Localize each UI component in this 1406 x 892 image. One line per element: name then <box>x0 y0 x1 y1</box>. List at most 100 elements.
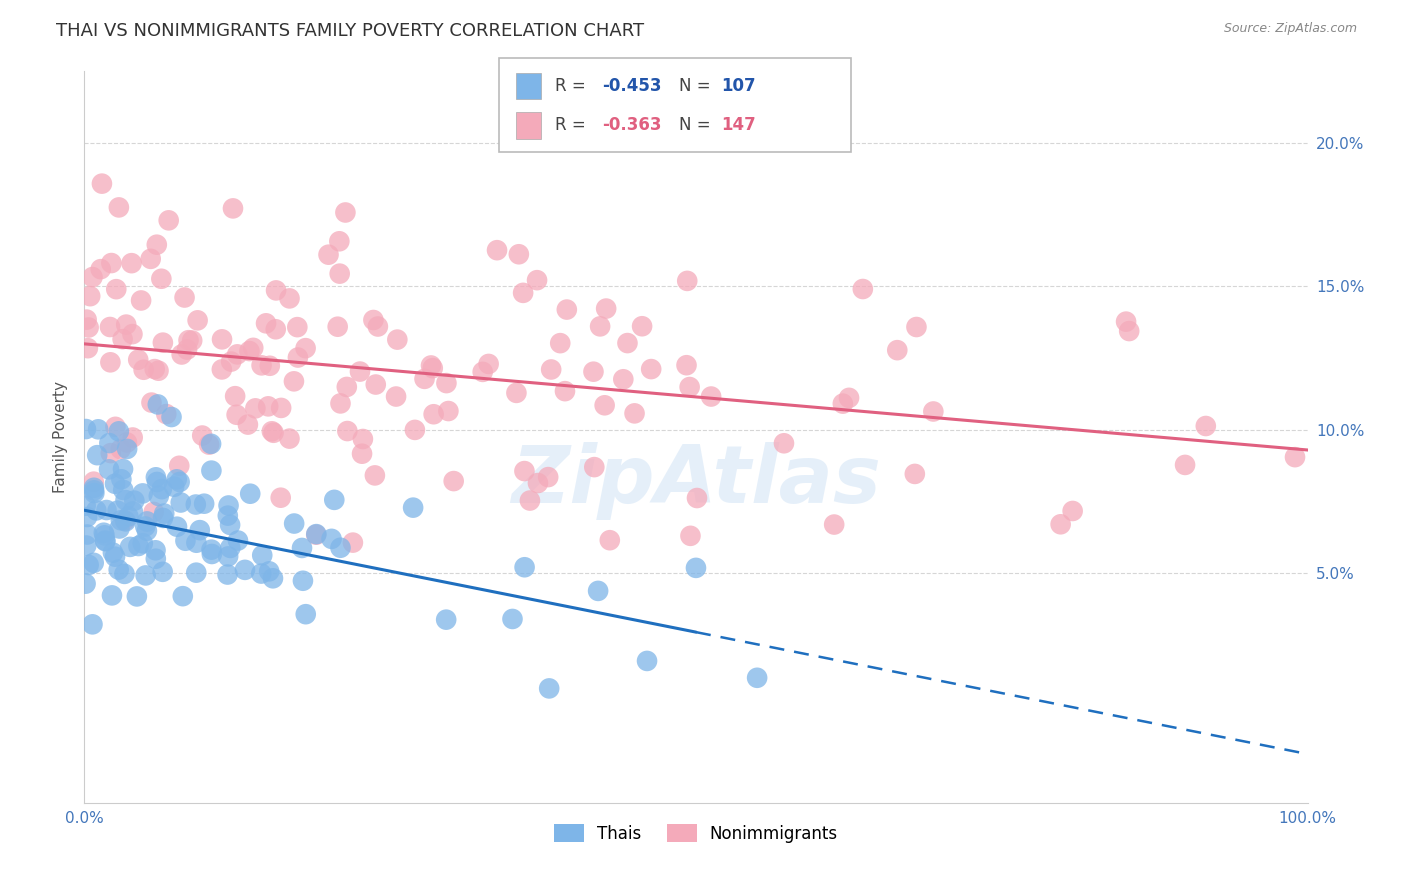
Point <box>1284 450 1306 464</box>
Point <box>157 213 180 227</box>
Point <box>114 493 136 508</box>
Point <box>278 432 301 446</box>
Point <box>145 551 167 566</box>
Point <box>150 272 173 286</box>
Point <box>219 541 242 555</box>
Point <box>200 542 222 557</box>
Point <box>226 347 249 361</box>
Point <box>1062 504 1084 518</box>
Point <box>169 475 191 489</box>
Point <box>335 205 357 219</box>
Point <box>222 202 245 216</box>
Point <box>1118 324 1140 338</box>
Point <box>242 341 264 355</box>
Point <box>233 563 256 577</box>
Point <box>143 362 166 376</box>
Point <box>146 475 169 489</box>
Legend: Thais, Nonimmigrants: Thais, Nonimmigrants <box>547 817 845 849</box>
Point <box>181 334 204 348</box>
Point <box>367 319 389 334</box>
Point <box>117 509 139 524</box>
Point <box>115 435 138 450</box>
Point <box>160 410 183 425</box>
Point <box>257 565 280 579</box>
Point <box>145 470 167 484</box>
Point <box>294 607 316 622</box>
Point <box>76 527 98 541</box>
Point <box>142 505 165 519</box>
Point <box>387 333 409 347</box>
Point <box>152 511 174 525</box>
Point <box>153 507 176 521</box>
Point <box>152 335 174 350</box>
Point <box>177 333 200 347</box>
Point <box>352 432 374 446</box>
Point <box>675 358 697 372</box>
Point <box>264 322 287 336</box>
Point <box>540 362 562 376</box>
Point <box>747 671 769 685</box>
Point <box>83 556 105 570</box>
Text: R =: R = <box>555 77 592 95</box>
Point <box>527 476 550 491</box>
Point <box>582 365 605 379</box>
Point <box>186 566 208 580</box>
Point <box>166 472 188 486</box>
Point <box>555 302 578 317</box>
Point <box>1049 517 1071 532</box>
Point <box>105 282 128 296</box>
Point <box>336 380 359 394</box>
Point <box>76 312 98 326</box>
Point <box>329 541 352 555</box>
Point <box>170 347 193 361</box>
Point <box>115 318 138 332</box>
Point <box>191 428 214 442</box>
Point <box>184 498 207 512</box>
Point <box>129 293 152 308</box>
Point <box>125 590 148 604</box>
Point <box>100 355 122 369</box>
Point <box>135 568 157 582</box>
Point <box>226 533 249 548</box>
Point <box>77 558 100 572</box>
Point <box>685 561 707 575</box>
Point <box>583 460 606 475</box>
Point <box>83 481 105 495</box>
Point <box>219 517 242 532</box>
Text: ZipAtlas: ZipAtlas <box>510 442 882 520</box>
Point <box>174 533 197 548</box>
Point <box>132 536 155 550</box>
Point <box>148 364 170 378</box>
Point <box>589 319 612 334</box>
Point <box>112 462 135 476</box>
Point <box>108 521 131 535</box>
Point <box>420 359 443 373</box>
Point <box>526 273 548 287</box>
Point <box>364 468 387 483</box>
Point <box>120 540 142 554</box>
Point <box>413 372 436 386</box>
Point <box>90 262 112 277</box>
Point <box>82 270 104 285</box>
Point <box>124 493 146 508</box>
Point <box>131 486 153 500</box>
Point <box>318 248 340 262</box>
Point <box>502 612 524 626</box>
Point <box>186 535 208 549</box>
Point <box>217 549 239 564</box>
Y-axis label: Family Poverty: Family Poverty <box>53 381 69 493</box>
Point <box>198 437 221 451</box>
Point <box>83 483 105 498</box>
Point <box>93 525 115 540</box>
Point <box>636 654 658 668</box>
Point <box>114 515 136 529</box>
Point <box>146 397 169 411</box>
Point <box>305 527 328 541</box>
Point <box>831 397 853 411</box>
Point <box>132 363 155 377</box>
Point <box>508 247 530 261</box>
Point <box>678 380 700 394</box>
Point <box>287 351 309 365</box>
Point <box>239 486 262 500</box>
Point <box>145 543 167 558</box>
